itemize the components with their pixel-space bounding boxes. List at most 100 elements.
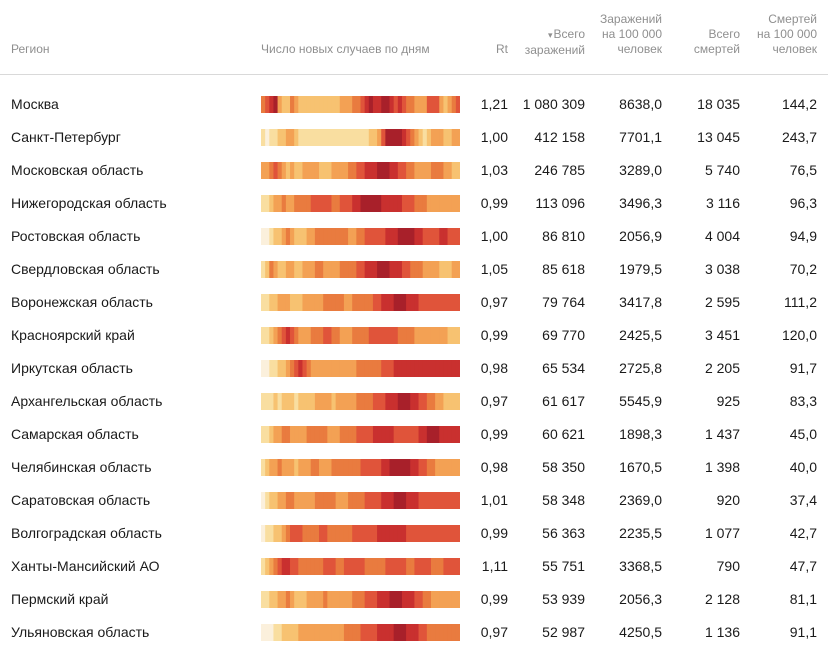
- daily-cases-bar: [418, 591, 424, 608]
- daily-cases-bar: [430, 129, 436, 146]
- daily-cases-bar: [360, 492, 366, 509]
- column-header-total-infected[interactable]: ▾Всего заражений: [524, 27, 585, 57]
- column-header-infected-per-100k[interactable]: Заражений на 100 000 человек: [599, 12, 662, 56]
- table-row[interactable]: Свердловская область 1,05 85 618 1979,5 3 03…: [0, 253, 828, 286]
- daily-cases-bar: [406, 261, 411, 278]
- table-row[interactable]: Нижегородская область 0,99 113 096 3496,3 3 …: [0, 187, 828, 220]
- daily-cases-bar: [406, 129, 411, 146]
- daily-cases-bar: [352, 228, 357, 245]
- table-row[interactable]: Архангельская область 0,97 61 617 5545,9 925…: [0, 385, 828, 418]
- daily-cases-bar: [273, 459, 279, 476]
- daily-cases-bar: [385, 294, 391, 311]
- daily-cases-bar: [290, 162, 295, 179]
- daily-cases-bar: [397, 261, 403, 278]
- daily-cases-bar: [406, 624, 411, 641]
- table-row[interactable]: Пермский край 0,99 53 939 2056,3 2 128 81,1: [0, 583, 828, 616]
- table-row[interactable]: Ростовская область 1,00 86 810 2056,9 4 004 9…: [0, 220, 828, 253]
- daily-cases-bar: [319, 228, 324, 245]
- column-header-deaths-per-100k[interactable]: Смертей на 100 000 человек: [756, 12, 817, 56]
- daily-cases-bar: [439, 624, 445, 641]
- daily-cases-bar: [306, 195, 312, 212]
- daily-cases-bar: [261, 195, 266, 212]
- daily-cases-bar: [435, 294, 440, 311]
- table-row[interactable]: Санкт-Петербург 1,00 412 158 7701,1 13 045 24…: [0, 121, 828, 154]
- daily-cases-bar: [281, 195, 287, 212]
- daily-cases-bar: [439, 129, 445, 146]
- daily-cases-bar: [439, 492, 445, 509]
- daily-cases-bar: [451, 261, 457, 278]
- daily-cases-bar: [426, 162, 432, 179]
- daily-cases-bar: [277, 591, 283, 608]
- daily-cases-bar: [343, 360, 349, 377]
- daily-cases-bar: [269, 492, 275, 509]
- table-row[interactable]: Ульяновская область 0,97 52 987 4250,5 1 136…: [0, 616, 828, 649]
- column-header-region[interactable]: Регион: [11, 42, 50, 56]
- daily-cases-bar: [265, 327, 270, 344]
- daily-cases-bar: [372, 525, 378, 542]
- daily-cases-bar: [435, 492, 440, 509]
- daily-cases-bar: [414, 195, 420, 212]
- daily-cases-bar: [323, 525, 328, 542]
- daily-cases-bar: [418, 294, 424, 311]
- daily-cases-bar: [385, 228, 391, 245]
- daily-cases-bar: [335, 294, 341, 311]
- daily-cases-bar: [339, 327, 345, 344]
- daily-cases-bar: [397, 360, 403, 377]
- daily-cases-bar: [360, 459, 366, 476]
- daily-cases-bar: [277, 327, 283, 344]
- daily-cases-bar: [426, 459, 432, 476]
- daily-cases-bar: [310, 96, 316, 113]
- daily-cases-bar: [418, 624, 424, 641]
- table-row[interactable]: Ханты-Мансийский АО 1,11 55 751 3368,5 790 47…: [0, 550, 828, 583]
- daily-cases-bar: [401, 591, 407, 608]
- daily-cases-bar: [443, 294, 449, 311]
- table-row[interactable]: Саратовская область 1,01 58 348 2369,0 920 37…: [0, 484, 828, 517]
- region-name: Ханты-Мансийский АО: [11, 558, 160, 574]
- daily-cases-bar: [372, 162, 378, 179]
- daily-cases-bar: [331, 525, 337, 542]
- table-row[interactable]: Красноярский край 0,99 69 770 2425,5 3 451 12…: [0, 319, 828, 352]
- daily-cases-bar: [314, 228, 320, 245]
- daily-cases-bar: [261, 492, 266, 509]
- daily-cases-bar: [426, 327, 432, 344]
- daily-cases-bar: [356, 96, 362, 113]
- daily-cases-bar: [277, 525, 283, 542]
- daily-cases-bar: [364, 261, 370, 278]
- region-name: Нижегородская область: [11, 195, 167, 211]
- rt-value: 1,21: [480, 96, 508, 112]
- daily-cases-bar: [302, 261, 308, 278]
- column-header-rt[interactable]: Rt: [496, 42, 508, 56]
- daily-cases-bar: [368, 360, 374, 377]
- daily-cases-bar: [302, 492, 308, 509]
- daily-cases-bar: [281, 261, 287, 278]
- daily-cases-bar: [269, 393, 275, 410]
- daily-cases-bar: [335, 525, 341, 542]
- daily-cases-bar: [294, 459, 299, 476]
- daily-cases-bar: [331, 195, 337, 212]
- daily-cases-bar: [281, 327, 287, 344]
- total-deaths-value: 1 398: [704, 459, 740, 475]
- table-row[interactable]: Волгоградская область 0,99 56 363 2235,5 1 0…: [0, 517, 828, 550]
- daily-cases-bar: [439, 525, 445, 542]
- daily-cases-bar: [430, 393, 436, 410]
- daily-cases-bar: [310, 459, 316, 476]
- daily-cases-bar: [364, 624, 370, 641]
- daily-cases-bar: [455, 96, 460, 113]
- table-row[interactable]: Москва 1,21 1 080 309 8638,0 18 035 144,2: [0, 88, 828, 121]
- daily-cases-bar: [414, 492, 420, 509]
- table-row[interactable]: Иркутская область 0,98 65 534 2725,8 2 205 91…: [0, 352, 828, 385]
- table-row[interactable]: Воронежская область 0,97 79 764 3417,8 2 595…: [0, 286, 828, 319]
- daily-cases-bar: [418, 459, 424, 476]
- daily-cases-bar: [269, 591, 275, 608]
- table-row[interactable]: Самарская область 0,99 60 621 1898,3 1 437 45…: [0, 418, 828, 451]
- daily-cases-bar: [393, 294, 399, 311]
- daily-cases-bar: [393, 162, 399, 179]
- column-header-total-deaths[interactable]: Всего смертей: [693, 27, 740, 56]
- daily-cases-bar: [343, 129, 349, 146]
- table-row[interactable]: Челябинская область 0,98 58 350 1670,5 1 398…: [0, 451, 828, 484]
- daily-cases-bar: [439, 195, 445, 212]
- daily-cases-bar: [435, 162, 440, 179]
- daily-cases-bar: [401, 162, 407, 179]
- table-row[interactable]: Московская область 1,03 246 785 3289,0 5 740…: [0, 154, 828, 187]
- daily-cases-bar: [385, 393, 391, 410]
